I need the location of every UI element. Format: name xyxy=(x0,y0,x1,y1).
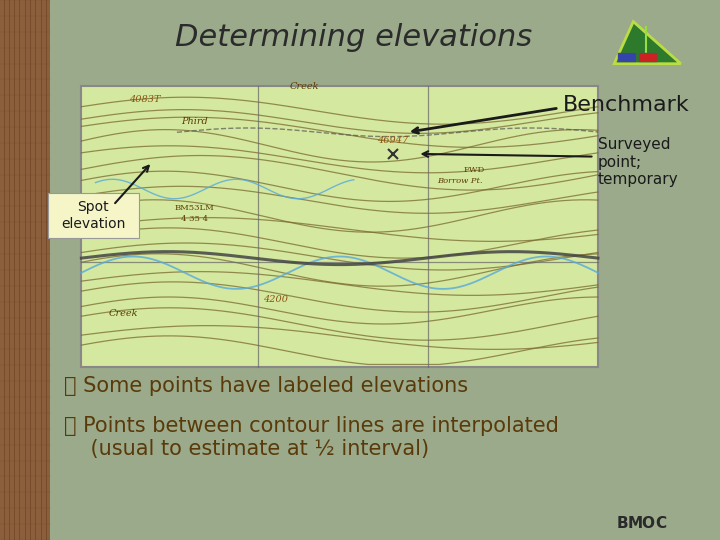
Text: BM53LM: BM53LM xyxy=(175,204,215,212)
Text: 4 35 4: 4 35 4 xyxy=(181,215,208,222)
Text: Creek: Creek xyxy=(289,82,319,91)
Text: FWD: FWD xyxy=(464,166,485,174)
Text: M: M xyxy=(628,516,643,531)
Text: Surveyed
point;
temporary: Surveyed point; temporary xyxy=(598,137,678,187)
Text: ⓞ Some points have labeled elevations: ⓞ Some points have labeled elevations xyxy=(63,376,468,396)
Text: 46947: 46947 xyxy=(377,136,408,145)
Text: 4200: 4200 xyxy=(264,295,289,304)
Bar xyxy=(81,86,598,367)
Text: ⓞ Points between contour lines are interpolated
    (usual to estimate at ½ inte: ⓞ Points between contour lines are inter… xyxy=(63,416,559,459)
Bar xyxy=(618,53,636,62)
Text: B: B xyxy=(617,516,629,531)
Text: 4083T: 4083T xyxy=(130,96,161,104)
Bar xyxy=(639,53,657,62)
Text: Spot
elevation: Spot elevation xyxy=(61,200,125,231)
Text: C: C xyxy=(655,516,667,531)
Text: O: O xyxy=(642,516,654,531)
Text: Creek: Creek xyxy=(109,309,138,318)
Bar xyxy=(0,0,50,540)
Polygon shape xyxy=(614,22,680,64)
Text: Benchmark: Benchmark xyxy=(562,95,689,116)
Text: Phird: Phird xyxy=(181,117,208,126)
Text: Borrow Pt.: Borrow Pt. xyxy=(437,177,482,185)
FancyBboxPatch shape xyxy=(48,193,139,238)
Text: Determining elevations: Determining elevations xyxy=(175,23,533,52)
